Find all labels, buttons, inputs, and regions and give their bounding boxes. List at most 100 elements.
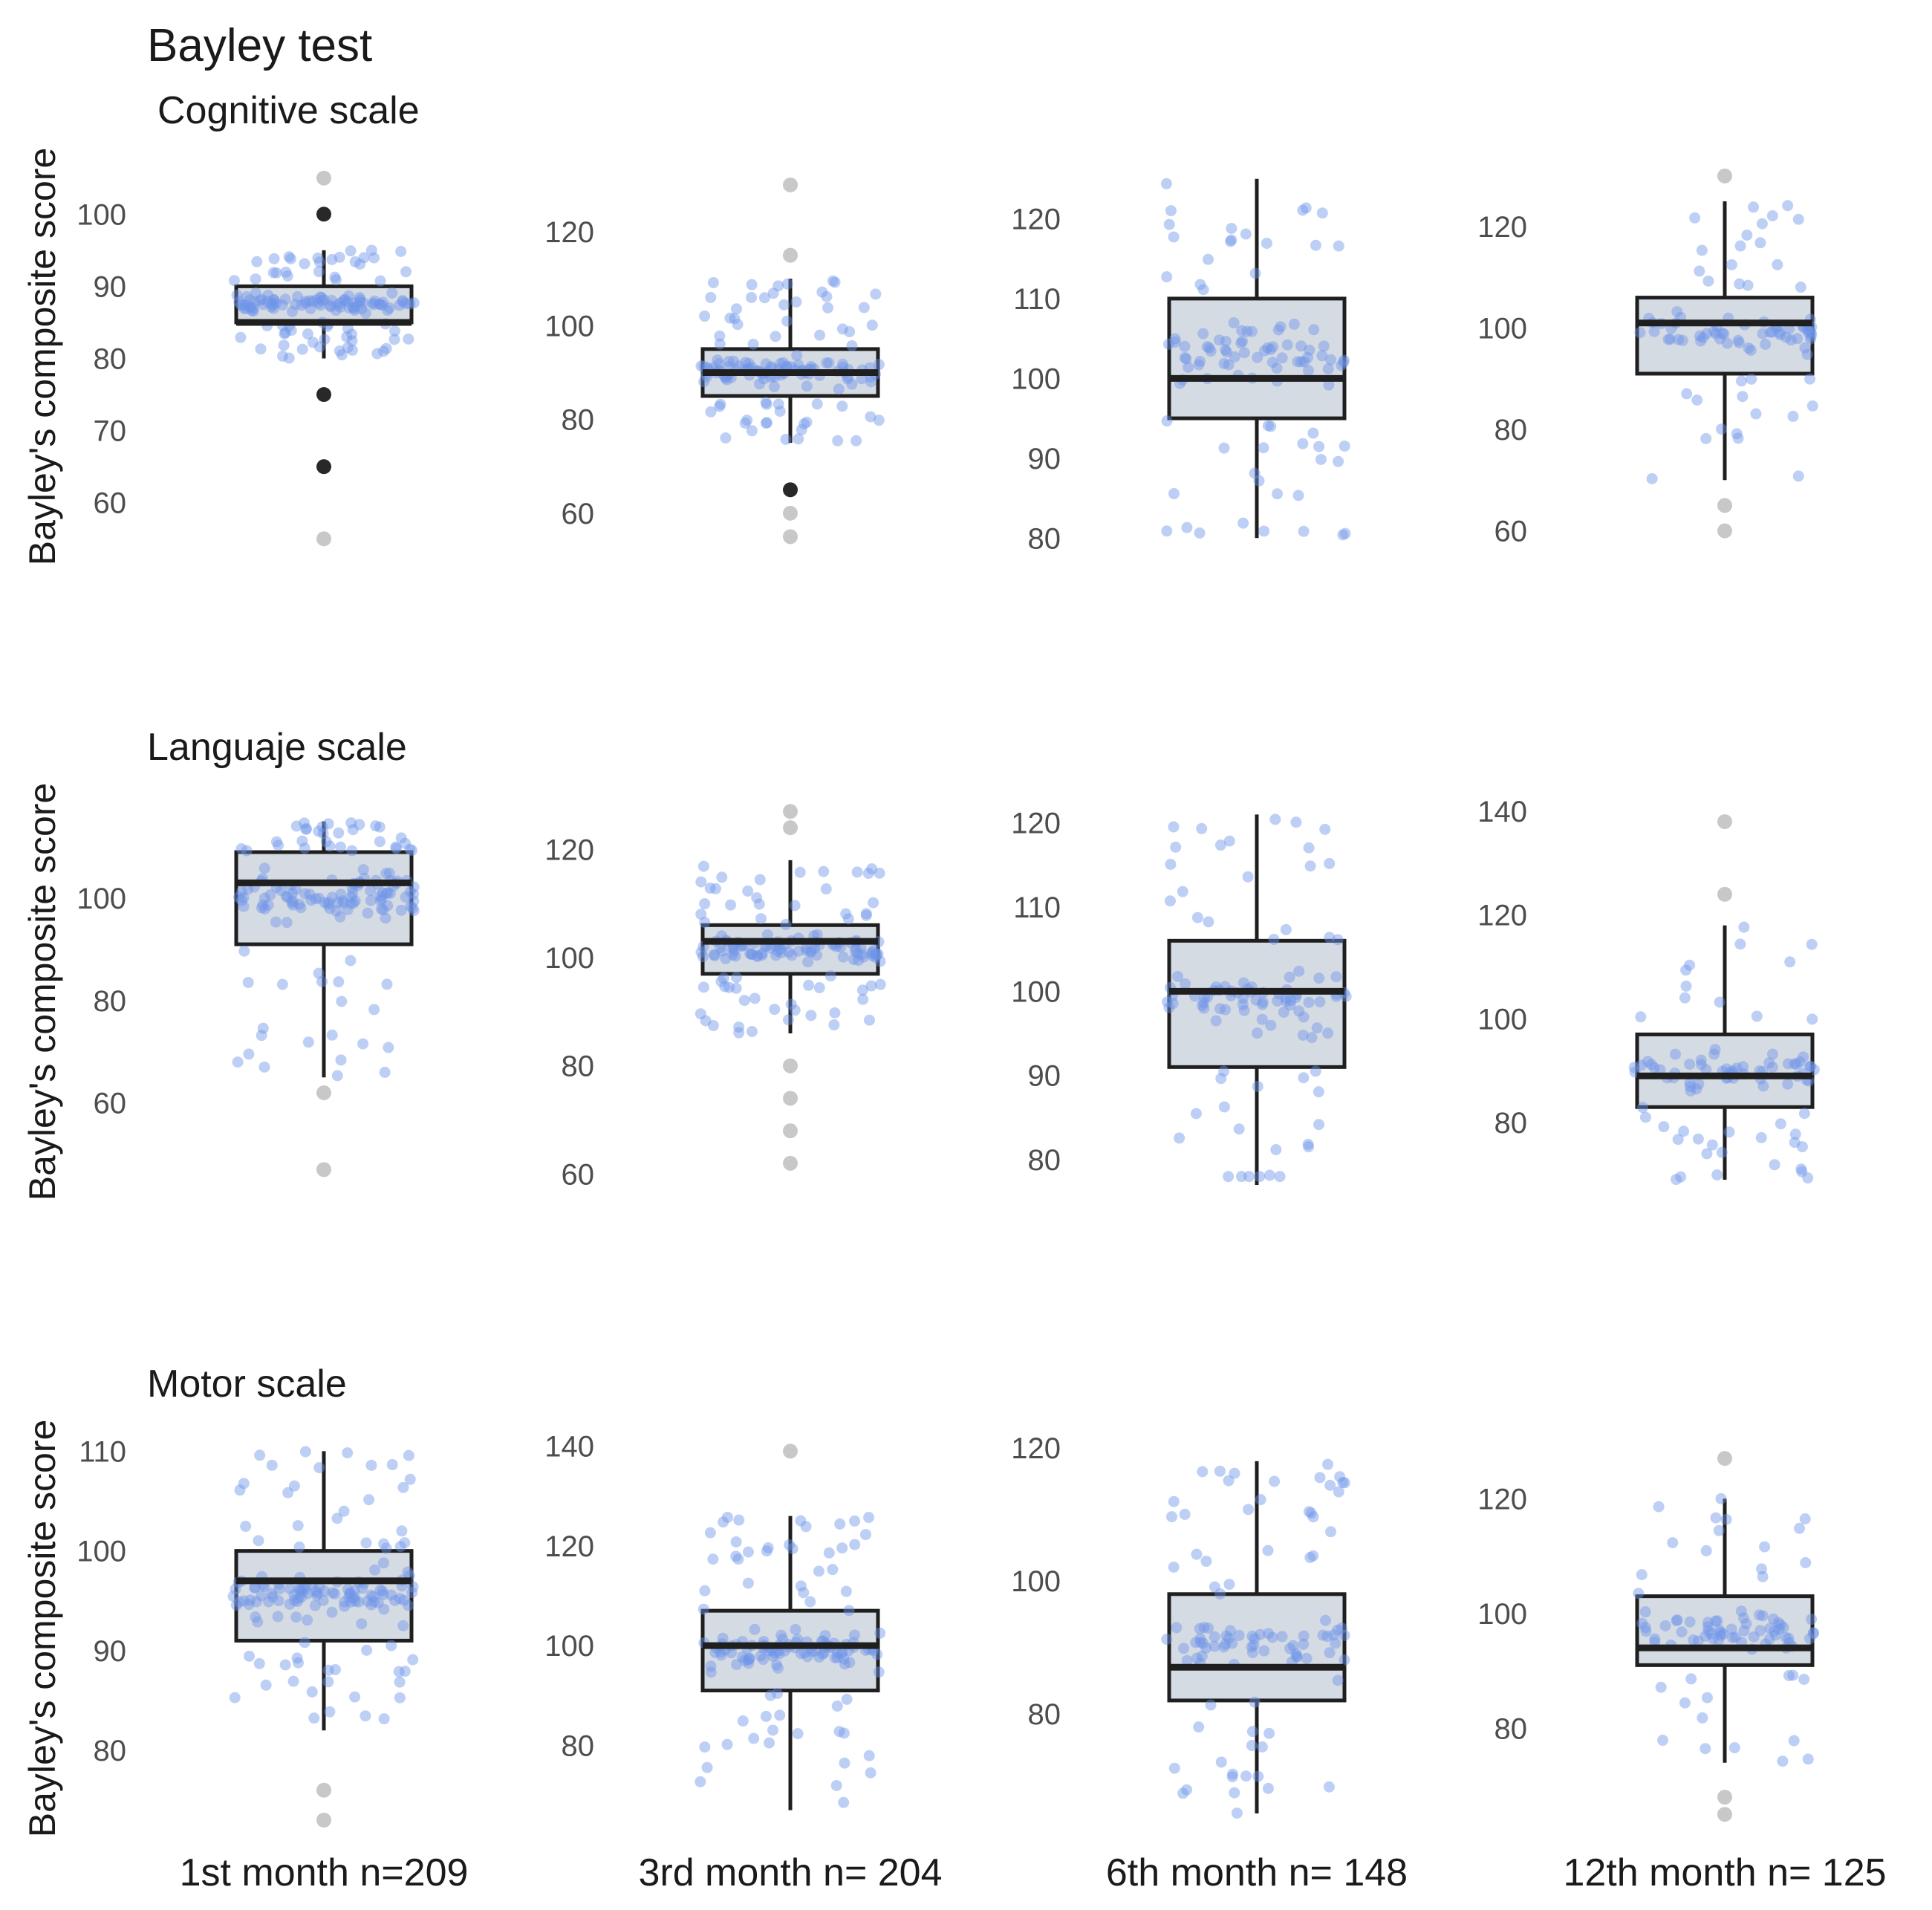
panel-r0c0: 60 70 80 90 100 xyxy=(77,170,420,547)
data-point xyxy=(1191,912,1203,923)
data-point xyxy=(313,256,325,268)
data-point xyxy=(781,360,793,372)
data-point xyxy=(818,865,830,877)
data-point xyxy=(1205,1699,1217,1711)
data-point xyxy=(331,1513,343,1524)
data-point xyxy=(273,1583,285,1595)
outlier-point xyxy=(783,482,798,498)
data-point xyxy=(851,866,863,878)
data-point xyxy=(347,1592,359,1604)
data-point xyxy=(1769,1629,1781,1641)
data-point xyxy=(399,1666,411,1677)
data-point xyxy=(1803,1633,1815,1645)
data-point xyxy=(256,902,267,914)
data-point xyxy=(348,302,360,314)
data-point xyxy=(1313,1119,1325,1131)
data-point xyxy=(838,1796,850,1808)
data-point xyxy=(1220,346,1232,358)
data-point xyxy=(1249,467,1261,479)
data-point xyxy=(781,278,793,290)
data-point xyxy=(1327,1629,1339,1641)
data-point xyxy=(823,357,835,369)
data-point xyxy=(709,883,721,894)
data-point xyxy=(234,1484,246,1496)
data-point xyxy=(228,275,240,287)
data-point xyxy=(725,899,737,911)
data-point xyxy=(293,1592,305,1604)
data-point xyxy=(1200,1556,1212,1568)
data-point xyxy=(325,301,336,313)
data-point xyxy=(342,342,354,354)
data-point xyxy=(316,295,328,307)
data-point xyxy=(342,1583,354,1595)
data-point xyxy=(330,305,342,316)
data-point xyxy=(1292,356,1304,368)
data-point xyxy=(1191,1652,1203,1664)
data-point xyxy=(1795,282,1806,293)
data-point xyxy=(376,893,388,905)
data-point xyxy=(1258,442,1269,454)
data-point xyxy=(737,1715,749,1727)
y-tick-label: 60 xyxy=(94,1088,127,1120)
data-point xyxy=(1322,1027,1334,1039)
panel-r2c2: 80 100 120 xyxy=(1011,1432,1350,1819)
data-point xyxy=(1170,841,1182,853)
data-point xyxy=(357,864,369,876)
data-point xyxy=(1267,341,1279,353)
data-point xyxy=(1288,318,1300,330)
data-point xyxy=(1280,992,1292,1004)
data-point xyxy=(1228,317,1240,329)
data-point xyxy=(307,337,319,348)
data-point xyxy=(399,837,411,849)
data-point xyxy=(369,1564,381,1576)
data-point xyxy=(746,1026,758,1038)
data-point xyxy=(1717,328,1728,340)
data-point xyxy=(1223,835,1235,847)
data-point xyxy=(782,1014,794,1026)
data-point xyxy=(786,949,798,961)
data-point xyxy=(377,904,389,916)
data-point xyxy=(378,1713,390,1725)
data-point xyxy=(1708,1048,1720,1060)
data-point xyxy=(286,888,298,900)
data-point xyxy=(729,950,741,962)
data-point xyxy=(1215,1073,1227,1085)
data-point xyxy=(273,1595,284,1607)
data-point xyxy=(255,343,267,355)
data-point xyxy=(1229,351,1240,363)
y-tick-label: 120 xyxy=(1477,900,1527,932)
data-point xyxy=(1304,1552,1316,1564)
data-point xyxy=(1266,1631,1278,1643)
data-point xyxy=(1306,1032,1318,1044)
data-point xyxy=(1792,333,1803,345)
data-point xyxy=(380,887,392,899)
data-point xyxy=(863,1512,875,1524)
data-point xyxy=(760,418,772,429)
data-point xyxy=(811,929,823,941)
data-point xyxy=(1764,1622,1776,1634)
data-point xyxy=(386,1459,398,1471)
data-point xyxy=(770,1659,782,1671)
data-point xyxy=(236,894,248,906)
data-point xyxy=(778,299,790,311)
data-point xyxy=(821,357,833,368)
data-point xyxy=(1237,335,1249,347)
iqr-box xyxy=(1635,1594,1815,1667)
data-point xyxy=(348,1585,360,1596)
data-point xyxy=(785,998,797,1010)
data-point xyxy=(1339,1629,1350,1641)
data-point xyxy=(730,303,742,315)
data-point xyxy=(1197,1466,1209,1478)
data-point xyxy=(1310,1065,1321,1077)
data-point xyxy=(1168,1762,1180,1774)
data-point xyxy=(403,1449,414,1461)
data-point xyxy=(316,975,328,987)
data-point xyxy=(268,302,280,314)
data-point xyxy=(1742,279,1754,291)
data-point xyxy=(770,949,782,961)
data-point xyxy=(1634,327,1646,339)
data-point xyxy=(1737,391,1749,403)
data-point xyxy=(1710,1615,1722,1627)
data-point xyxy=(695,876,707,888)
data-point xyxy=(324,1706,336,1718)
